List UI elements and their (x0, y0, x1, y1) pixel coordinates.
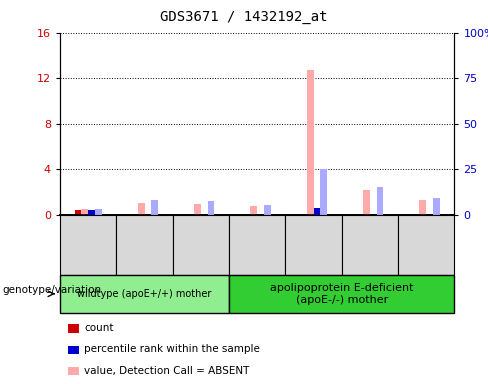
Bar (88, 210, 95, 215)
Bar (320, 169, 327, 215)
Bar (419, 200, 426, 215)
Text: GDS3671 / 1432192_at: GDS3671 / 1432192_at (160, 10, 328, 23)
Text: wildtype (apoE+/+) mother: wildtype (apoE+/+) mother (77, 289, 212, 299)
Bar (194, 204, 201, 215)
Bar (75, 210, 81, 215)
Text: value, Detection Call = ABSENT: value, Detection Call = ABSENT (84, 366, 249, 376)
Bar (138, 202, 144, 215)
Bar (433, 198, 440, 215)
Bar (81, 209, 88, 215)
Text: percentile rank within the sample: percentile rank within the sample (84, 344, 260, 354)
Bar (313, 208, 320, 215)
Bar (250, 207, 257, 215)
Bar (264, 205, 271, 215)
Bar (307, 70, 313, 215)
Bar (95, 209, 102, 215)
Bar (207, 201, 214, 215)
Bar (377, 187, 384, 215)
Text: count: count (84, 323, 113, 333)
Bar (151, 200, 158, 215)
Bar (363, 190, 370, 215)
Text: genotype/variation: genotype/variation (2, 285, 102, 295)
Text: apolipoprotein E-deficient
(apoE-/-) mother: apolipoprotein E-deficient (apoE-/-) mot… (270, 283, 413, 305)
